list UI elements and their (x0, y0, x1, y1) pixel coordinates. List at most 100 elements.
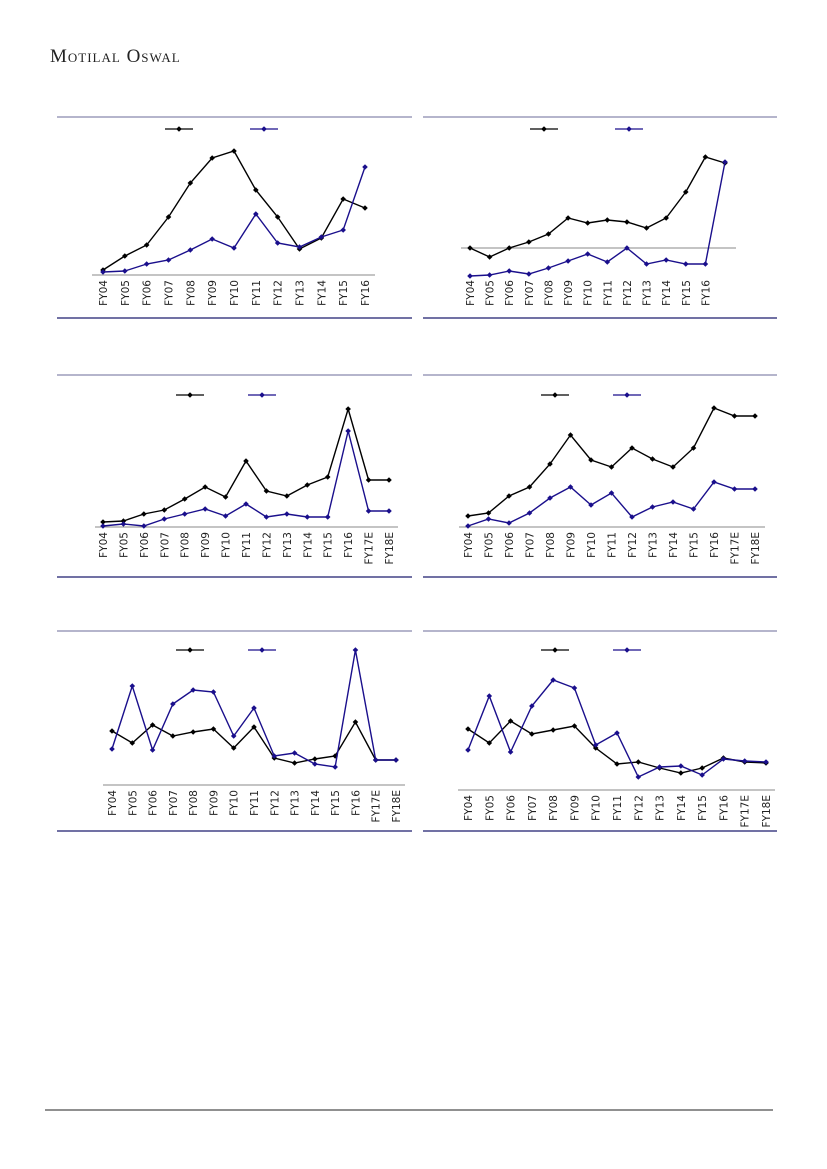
x-tick-label: FY09 (200, 532, 212, 558)
data-point (529, 731, 535, 737)
data-point (296, 244, 303, 250)
legend-marker-icon (552, 392, 558, 398)
series-line-2 (102, 166, 366, 273)
x-tick-label: FY18E (391, 790, 403, 822)
x-tick-label: FY13 (290, 790, 302, 816)
data-point (752, 413, 758, 419)
series-line-2 (469, 161, 726, 277)
data-point (731, 413, 738, 419)
data-point (243, 501, 249, 507)
data-point (291, 760, 298, 766)
chart-3: FY04 FY05 FY06 FY07 FY08 FY09 FY10 FY11 FY12 FY13… (57, 374, 412, 578)
data-point (352, 719, 359, 725)
legend-marker-icon (624, 392, 630, 398)
x-tick-label: FY06 (504, 280, 516, 306)
x-tick-label: FY07 (525, 532, 537, 558)
x-tick-label: FY13 (295, 280, 307, 306)
x-tick-label: FY13 (282, 532, 294, 558)
data-point (649, 456, 656, 462)
data-point (565, 215, 571, 221)
data-point (526, 484, 533, 490)
data-point (149, 722, 156, 728)
data-point (629, 445, 635, 451)
data-point (465, 523, 471, 529)
x-tick-label: FY11 (612, 795, 624, 821)
data-point (284, 511, 290, 517)
data-point (526, 510, 533, 516)
data-point (122, 253, 128, 259)
x-tick-label: FY12 (269, 790, 281, 816)
data-point (304, 482, 311, 488)
data-point (486, 740, 493, 746)
data-point (143, 261, 150, 267)
data-point (545, 231, 552, 237)
data-point (506, 520, 512, 526)
data-point (584, 251, 591, 257)
data-point (352, 647, 359, 653)
data-point (100, 269, 106, 275)
data-point (312, 756, 318, 762)
data-point (109, 746, 115, 752)
data-point (699, 765, 705, 771)
data-point (690, 445, 697, 451)
data-point (165, 257, 172, 263)
x-tick-label: FY04 (465, 280, 477, 306)
data-point (181, 496, 188, 502)
x-tick-label: FY09 (569, 795, 581, 821)
data-point (565, 258, 571, 264)
x-tick-label: FY04 (98, 532, 110, 558)
data-point (365, 508, 372, 514)
x-tick-label: FY14 (676, 795, 688, 821)
data-point (678, 763, 684, 769)
data-point (614, 730, 620, 736)
x-tick-label: FY05 (118, 532, 130, 558)
data-point (467, 245, 473, 251)
x-tick-label: FY05 (484, 795, 496, 821)
data-point (699, 772, 705, 778)
data-point (682, 261, 689, 267)
x-tick-label: FY15 (323, 532, 335, 558)
x-tick-label: FY13 (642, 280, 654, 306)
data-point (678, 770, 684, 776)
data-point (122, 268, 128, 274)
chart-6: FY04 FY05 FY06 FY07 FY08 FY09 FY10 FY11 FY12 FY13… (423, 630, 777, 832)
x-tick-label: FY09 (563, 280, 575, 306)
data-point (365, 477, 372, 483)
x-tick-label: FY09 (208, 790, 220, 816)
x-tick-label: FY10 (591, 795, 603, 821)
data-point (230, 733, 237, 739)
data-point (231, 245, 237, 251)
data-point (702, 154, 709, 160)
data-point (635, 774, 642, 780)
data-point (670, 499, 676, 505)
data-point (571, 685, 578, 691)
data-point (592, 745, 599, 751)
x-tick-label: FY18E (384, 532, 396, 564)
x-tick-label: FY14 (302, 532, 314, 558)
x-tick-label: FY04 (463, 795, 475, 821)
chart-1: FY04 FY05 FY06 FY07 FY08 FY09 FY10 FY11 FY12 FY13… (57, 116, 412, 319)
data-point (210, 689, 217, 695)
data-point (120, 518, 127, 524)
data-point (731, 486, 738, 492)
data-point (231, 148, 237, 154)
x-tick-label: FY11 (602, 280, 614, 306)
data-point (243, 458, 249, 464)
x-tick-label: FY05 (127, 790, 139, 816)
x-tick-label: FY15 (681, 280, 693, 306)
data-point (722, 159, 728, 165)
legend-marker-icon (261, 126, 267, 132)
x-tick-label: FY11 (249, 790, 261, 816)
x-tick-label: FY08 (185, 280, 197, 306)
data-point (741, 758, 748, 764)
series-line-2 (102, 430, 389, 527)
data-point (608, 490, 615, 496)
data-point (702, 261, 709, 267)
legend-marker-icon (626, 126, 632, 132)
data-point (624, 219, 630, 225)
x-tick-label: FY07 (159, 532, 171, 558)
series-line-1 (467, 407, 755, 517)
legend-marker-icon (187, 647, 193, 653)
x-tick-label: FY06 (142, 280, 154, 306)
data-point (663, 215, 669, 221)
